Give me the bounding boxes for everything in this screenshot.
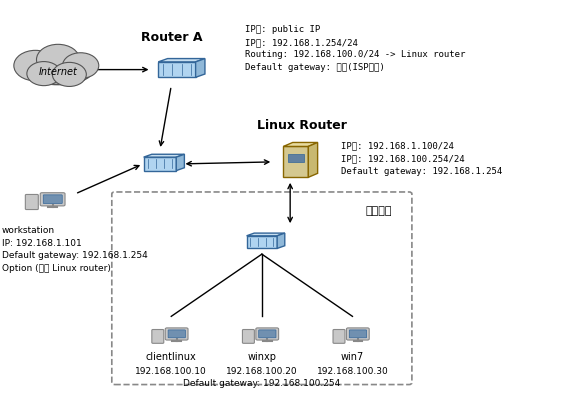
- Polygon shape: [308, 143, 318, 177]
- Polygon shape: [196, 59, 205, 77]
- FancyBboxPatch shape: [349, 330, 366, 338]
- Circle shape: [52, 62, 86, 86]
- Text: Default gateway: 192.168.100.254: Default gateway: 192.168.100.254: [183, 379, 340, 387]
- Text: 192.168.100.20: 192.168.100.20: [226, 366, 298, 375]
- FancyBboxPatch shape: [259, 330, 276, 338]
- FancyBboxPatch shape: [333, 330, 345, 343]
- FancyBboxPatch shape: [26, 194, 38, 210]
- Text: Internet: Internet: [39, 67, 77, 77]
- FancyBboxPatch shape: [168, 330, 185, 338]
- Polygon shape: [283, 146, 308, 177]
- Polygon shape: [246, 236, 277, 248]
- Polygon shape: [143, 157, 176, 170]
- FancyBboxPatch shape: [152, 330, 164, 343]
- Polygon shape: [158, 59, 205, 62]
- Circle shape: [36, 44, 80, 75]
- Circle shape: [14, 50, 57, 81]
- Text: IP外: public IP
IP内: 192.168.1.254/24
Routing: 192.168.100.0/24 -> Linux router
D: IP外: public IP IP内: 192.168.1.254/24 Rou…: [245, 25, 465, 72]
- FancyBboxPatch shape: [256, 328, 279, 340]
- Text: IP外: 192.168.1.100/24
IP内: 192.168.100.254/24
Default gateway: 192.168.1.254: IP外: 192.168.1.100/24 IP内: 192.168.100.2…: [341, 142, 502, 176]
- Polygon shape: [143, 154, 184, 157]
- Text: clientlinux: clientlinux: [146, 352, 197, 362]
- FancyBboxPatch shape: [165, 328, 188, 340]
- Text: 192.168.100.10: 192.168.100.10: [135, 366, 207, 375]
- Polygon shape: [277, 233, 284, 248]
- Text: Linux Router: Linux Router: [257, 119, 347, 132]
- Polygon shape: [158, 62, 196, 77]
- Text: 192.168.100.30: 192.168.100.30: [316, 366, 388, 375]
- Text: Router A: Router A: [141, 31, 202, 44]
- Text: win7: win7: [341, 352, 364, 362]
- FancyBboxPatch shape: [242, 330, 254, 343]
- Polygon shape: [287, 154, 304, 162]
- FancyBboxPatch shape: [43, 195, 62, 204]
- Polygon shape: [283, 143, 318, 146]
- Circle shape: [63, 53, 99, 78]
- Text: 独立区网: 独立区网: [365, 206, 392, 216]
- Text: winxp: winxp: [248, 352, 277, 362]
- Polygon shape: [246, 233, 284, 236]
- Text: workstation
IP: 192.168.1.101
Default gateway: 192.168.1.254
Option (加入 Linux ro: workstation IP: 192.168.1.101 Default ga…: [2, 226, 148, 273]
- FancyBboxPatch shape: [40, 193, 65, 206]
- Circle shape: [27, 61, 61, 86]
- Polygon shape: [176, 154, 184, 170]
- Ellipse shape: [24, 59, 92, 85]
- FancyBboxPatch shape: [347, 328, 369, 340]
